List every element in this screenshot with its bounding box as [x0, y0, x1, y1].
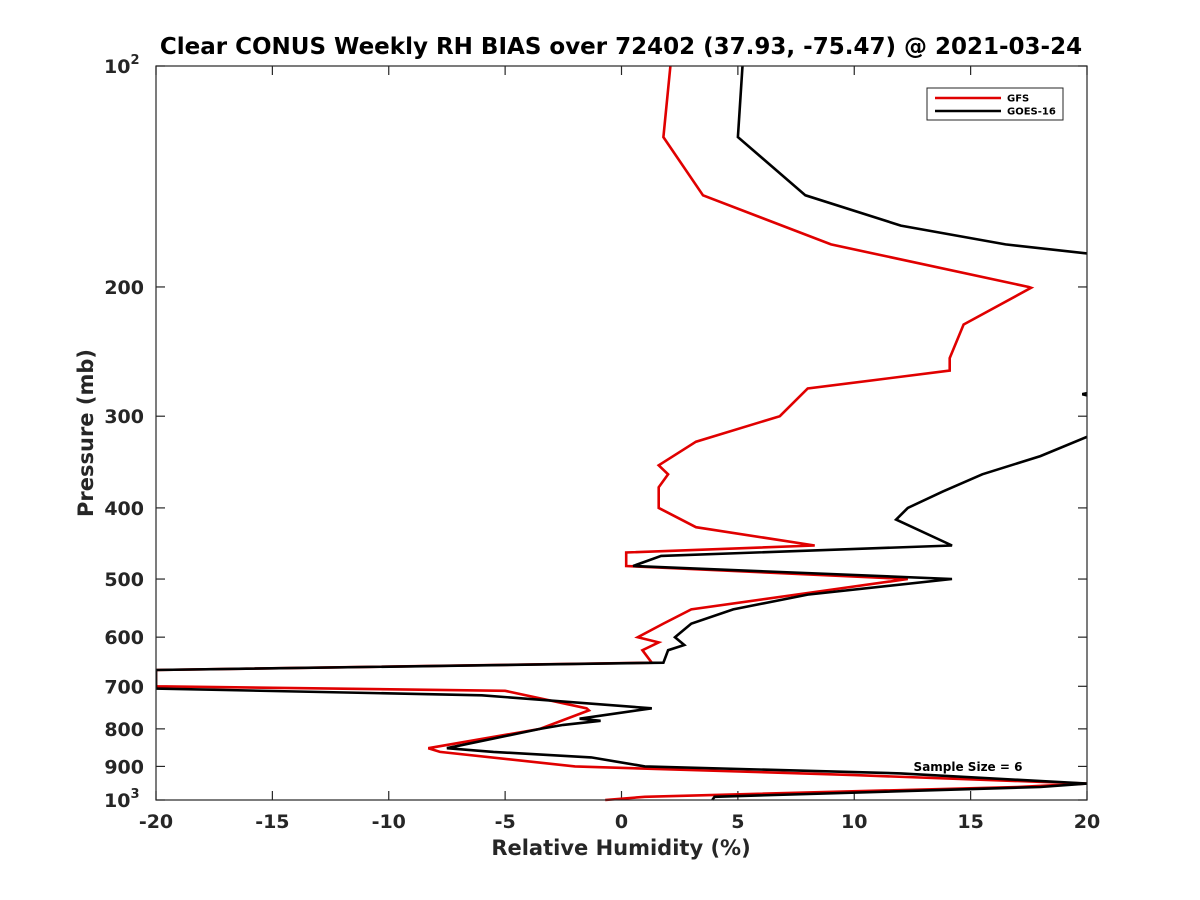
y-tick-label: 103: [104, 787, 140, 812]
x-tick-label: 5: [731, 811, 744, 833]
legend: GFS GOES-16: [926, 87, 1064, 121]
x-tick-label: -20: [139, 811, 173, 833]
chart-title: Clear CONUS Weekly RH BIAS over 72402 (3…: [160, 34, 1082, 60]
y-tick-label: 700: [104, 676, 144, 698]
y-tick-label: 400: [104, 498, 144, 520]
y-axis-label: Pressure (mb): [74, 349, 98, 517]
y-tick-label: 102: [104, 53, 140, 78]
series-line-goes16: [156, 65, 1087, 801]
series-line-gfs: [156, 65, 1087, 802]
y-tick-label: 200: [104, 277, 144, 299]
x-axis-label: Relative Humidity (%): [491, 836, 750, 860]
plot-frame: [155, 65, 1088, 801]
sample-size-annotation: Sample Size = 6: [914, 760, 1023, 774]
series-lines: [156, 65, 1087, 802]
y-tick-label: 800: [104, 719, 144, 741]
x-tick-label: 0: [615, 811, 628, 833]
y-tick-label: 500: [104, 569, 144, 591]
x-tick-label: -15: [255, 811, 289, 833]
y-tick-label: 300: [104, 406, 144, 428]
x-tick-label: -5: [495, 811, 516, 833]
legend-label-gfs: GFS: [1007, 94, 1029, 105]
y-tick-label: 600: [104, 627, 144, 649]
x-tick-label: 20: [1074, 811, 1100, 833]
y-tick-label: 900: [104, 756, 144, 778]
x-tick-label: -10: [372, 811, 406, 833]
x-tick-label: 15: [957, 811, 983, 833]
legend-label-goes16: GOES-16: [1007, 107, 1056, 118]
legend-box: [926, 87, 1064, 121]
x-tick-label: 10: [841, 811, 867, 833]
